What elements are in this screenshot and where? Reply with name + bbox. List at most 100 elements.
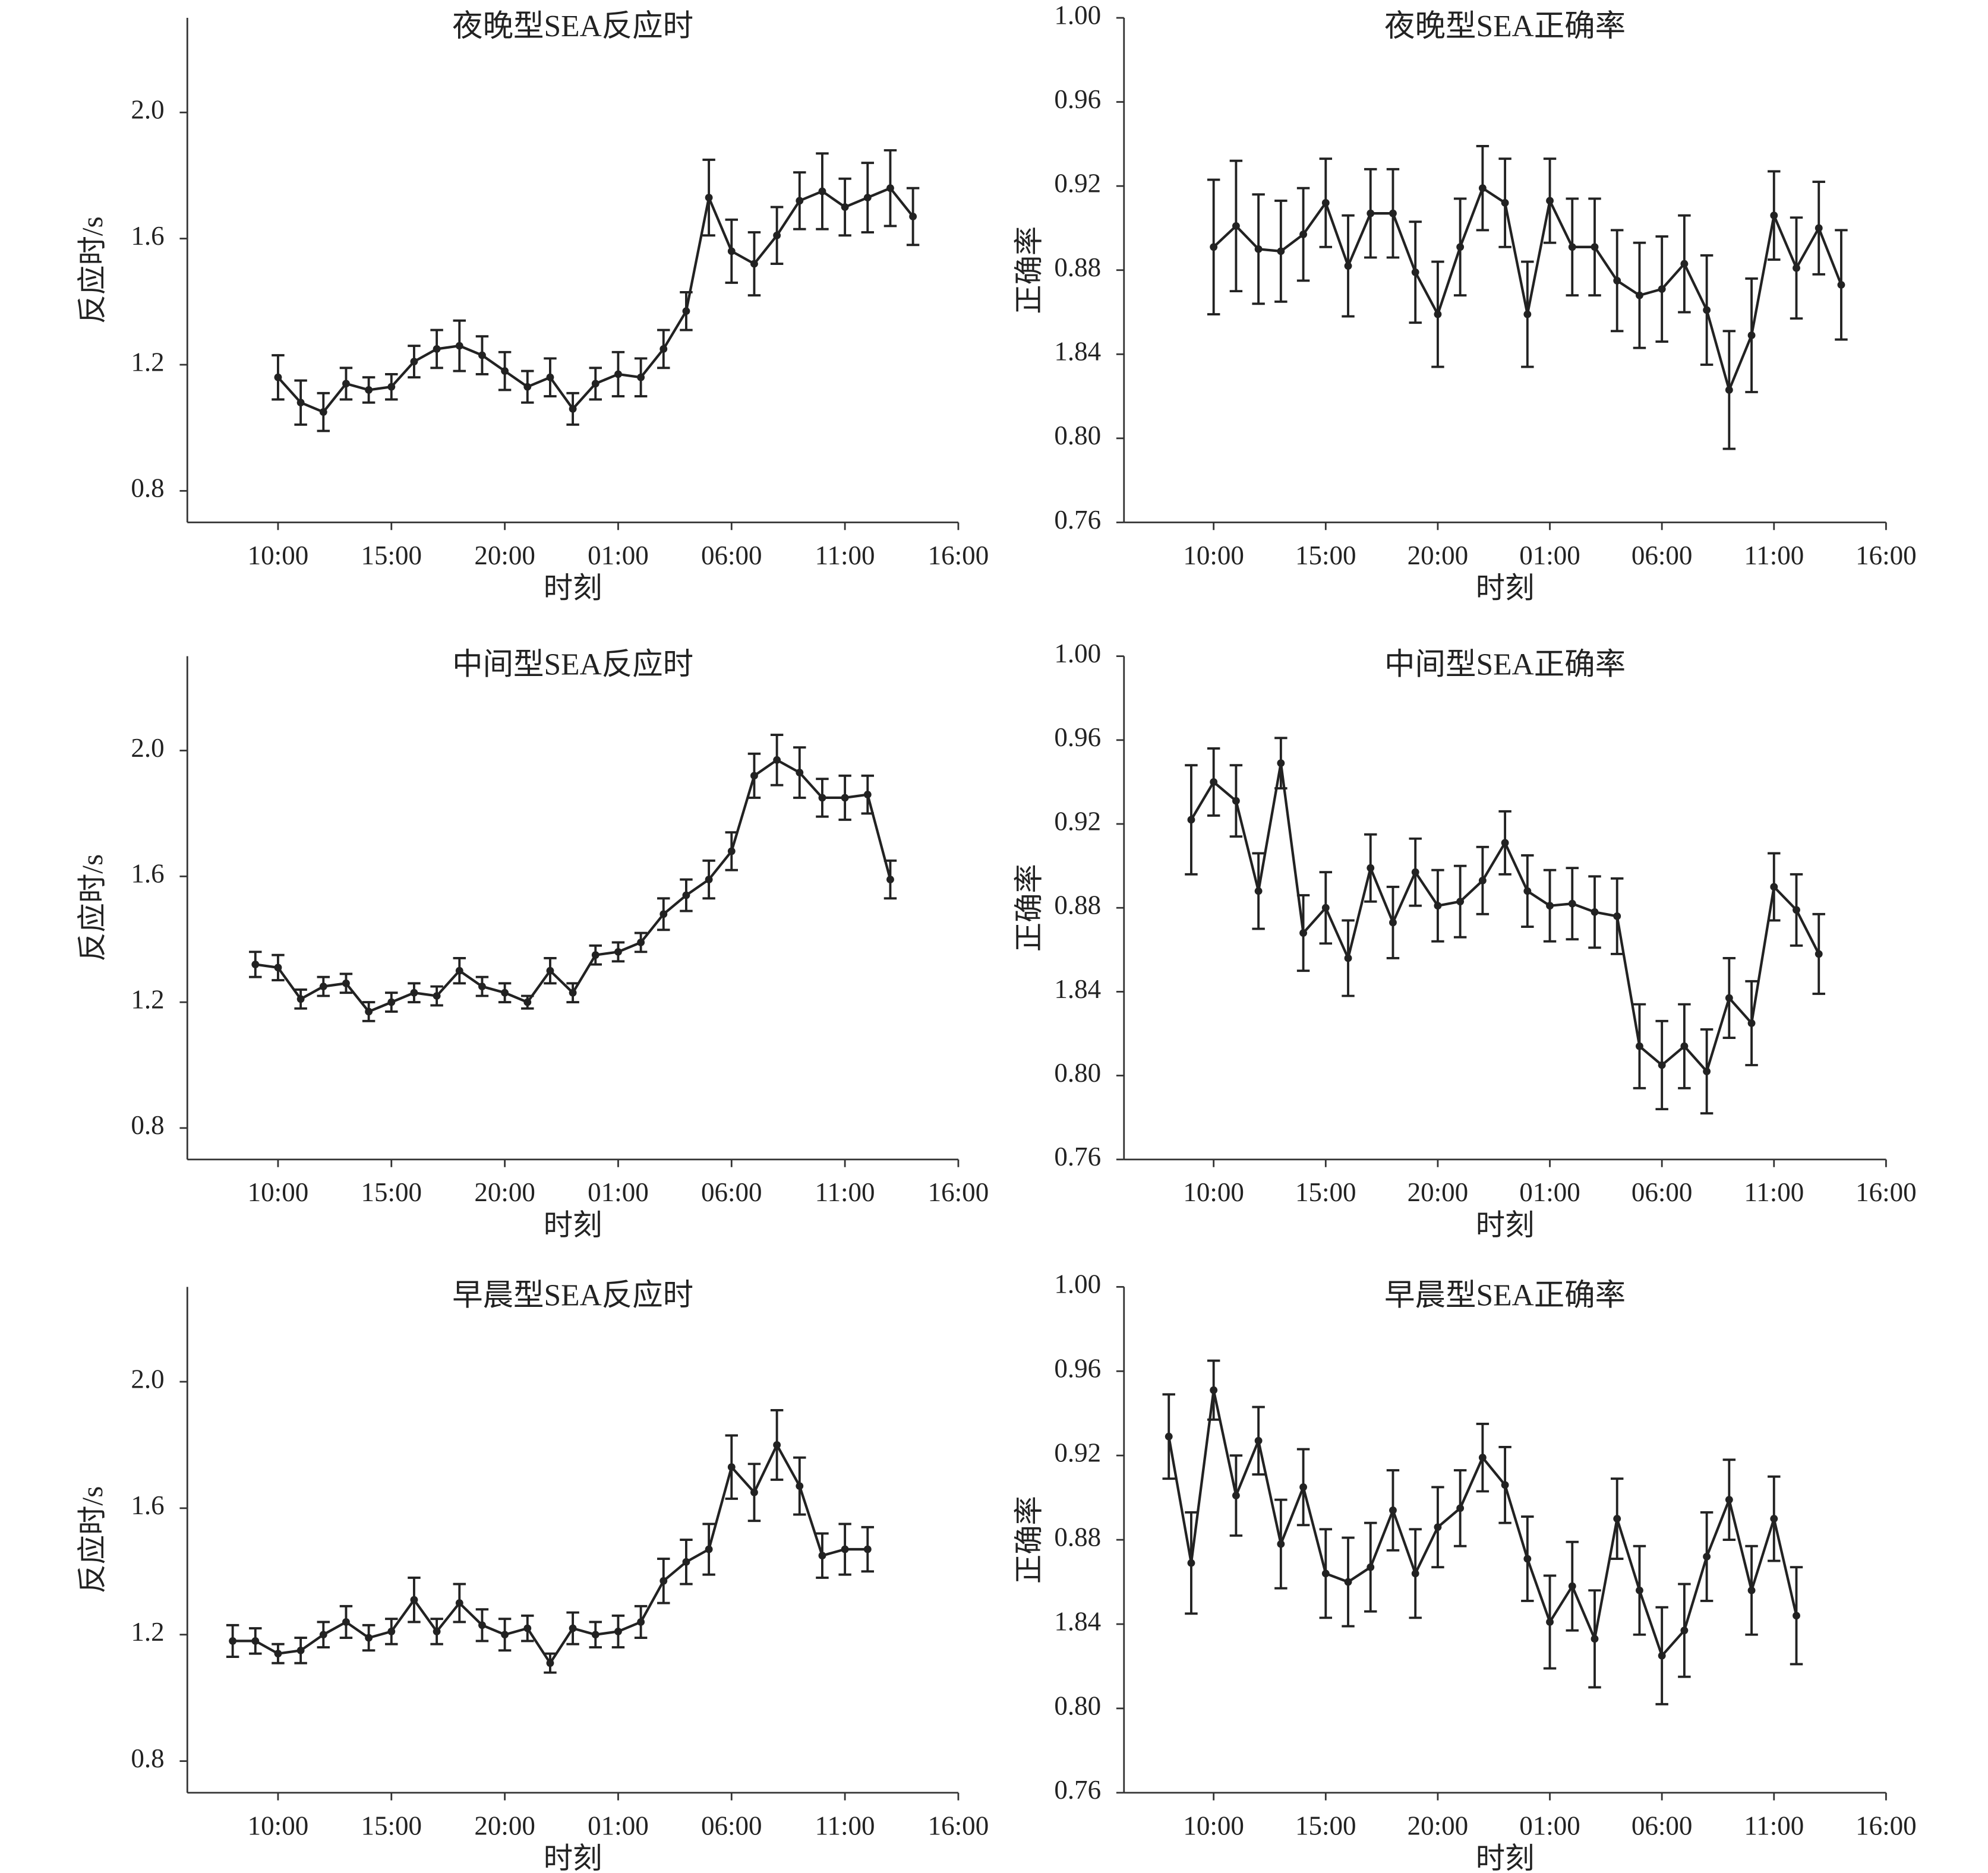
point — [1367, 864, 1375, 872]
point — [682, 1558, 690, 1566]
point — [637, 939, 645, 946]
chart-title: 中间型SEA正确率 — [1384, 648, 1626, 682]
point — [705, 876, 713, 884]
point — [410, 358, 418, 366]
x-axis-label: 时刻 — [544, 572, 602, 605]
x-tick-label: 06:00 — [701, 1177, 762, 1207]
x-tick-label: 16:00 — [928, 541, 989, 570]
point — [886, 876, 894, 884]
point — [1770, 211, 1778, 220]
point — [863, 1545, 872, 1553]
x-axis-label: 时刻 — [544, 1209, 602, 1242]
point — [1636, 291, 1643, 299]
point — [1815, 224, 1823, 232]
point — [319, 983, 327, 991]
x-tick-label: 15:00 — [1295, 1177, 1356, 1207]
y-tick-label: 0.8 — [131, 1110, 164, 1140]
x-tick-label: 11:00 — [815, 1177, 875, 1207]
chart-title: 早晨型SEA正确率 — [1384, 1278, 1626, 1312]
point — [1501, 199, 1509, 207]
point — [229, 1637, 237, 1645]
x-tick-label: 15:00 — [361, 1177, 422, 1207]
point — [1658, 1061, 1666, 1069]
y-tick-label: 0.92 — [1054, 806, 1101, 836]
chart-title: 夜晚型SEA正确率 — [1384, 10, 1626, 43]
point — [1478, 184, 1487, 192]
x-tick-label: 10:00 — [248, 1177, 309, 1207]
x-tick-label: 11:00 — [1744, 1811, 1804, 1840]
y-axis-label: 正确率 — [1013, 864, 1046, 952]
point — [387, 383, 396, 391]
x-tick-label: 15:00 — [1295, 541, 1356, 570]
point — [1680, 260, 1689, 268]
y-tick-label: 1.00 — [1054, 639, 1101, 668]
point — [1210, 243, 1218, 251]
point — [1434, 310, 1442, 318]
point — [1277, 1540, 1285, 1548]
y-tick-label: 1.6 — [131, 859, 164, 889]
point — [818, 187, 826, 195]
point — [319, 408, 327, 416]
y-tick-label: 1.2 — [131, 1617, 164, 1647]
x-tick-label: 11:00 — [1744, 1177, 1804, 1207]
y-tick-label: 0.96 — [1054, 1354, 1101, 1384]
y-tick-label: 0.96 — [1054, 84, 1101, 114]
x-tick-label: 01:00 — [1519, 1177, 1580, 1207]
point — [705, 1545, 713, 1553]
point — [1703, 1067, 1711, 1076]
x-tick-label: 15:00 — [361, 541, 422, 570]
y-axis-label: 正确率 — [1013, 1496, 1046, 1584]
point — [274, 1650, 282, 1658]
point — [501, 1631, 509, 1639]
point — [1636, 1042, 1643, 1050]
y-tick-label: 0.80 — [1054, 1058, 1101, 1088]
point — [1568, 243, 1576, 251]
point — [1591, 243, 1599, 251]
y-axis-label: 反应时/s — [76, 216, 109, 324]
point — [523, 383, 532, 391]
point — [1165, 1432, 1173, 1441]
point — [637, 1618, 645, 1626]
point — [1299, 230, 1308, 239]
point — [319, 1631, 327, 1639]
x-tick-label: 06:00 — [1632, 1811, 1693, 1840]
x-tick-label: 01:00 — [1519, 541, 1580, 570]
x-tick-label: 16:00 — [1856, 1811, 1917, 1840]
x-tick-label: 01:00 — [588, 541, 649, 570]
point — [1703, 306, 1711, 314]
point — [1546, 197, 1554, 205]
point — [1523, 887, 1532, 895]
x-tick-label: 16:00 — [1856, 541, 1917, 570]
point — [1411, 268, 1419, 276]
point — [1815, 950, 1823, 958]
y-tick-label: 0.80 — [1054, 421, 1101, 450]
x-tick-label: 16:00 — [1856, 1177, 1917, 1207]
point — [387, 998, 396, 1006]
x-tick-label: 15:00 — [361, 1811, 422, 1840]
point — [455, 342, 463, 350]
point — [546, 373, 554, 381]
point — [296, 399, 305, 407]
point — [1344, 1578, 1352, 1586]
point — [1613, 1515, 1621, 1523]
point — [1680, 1626, 1689, 1635]
point — [1344, 262, 1352, 270]
point — [863, 194, 872, 202]
x-tick-label: 11:00 — [815, 541, 875, 570]
chart-title: 夜晚型SEA反应时 — [452, 10, 693, 43]
point — [365, 1634, 373, 1642]
point — [796, 1482, 804, 1490]
x-tick-label: 20:00 — [474, 541, 535, 570]
point — [1658, 285, 1666, 293]
point — [1254, 887, 1263, 895]
point — [1501, 839, 1509, 847]
point — [546, 966, 554, 975]
point — [1389, 209, 1397, 217]
point — [1546, 902, 1554, 910]
